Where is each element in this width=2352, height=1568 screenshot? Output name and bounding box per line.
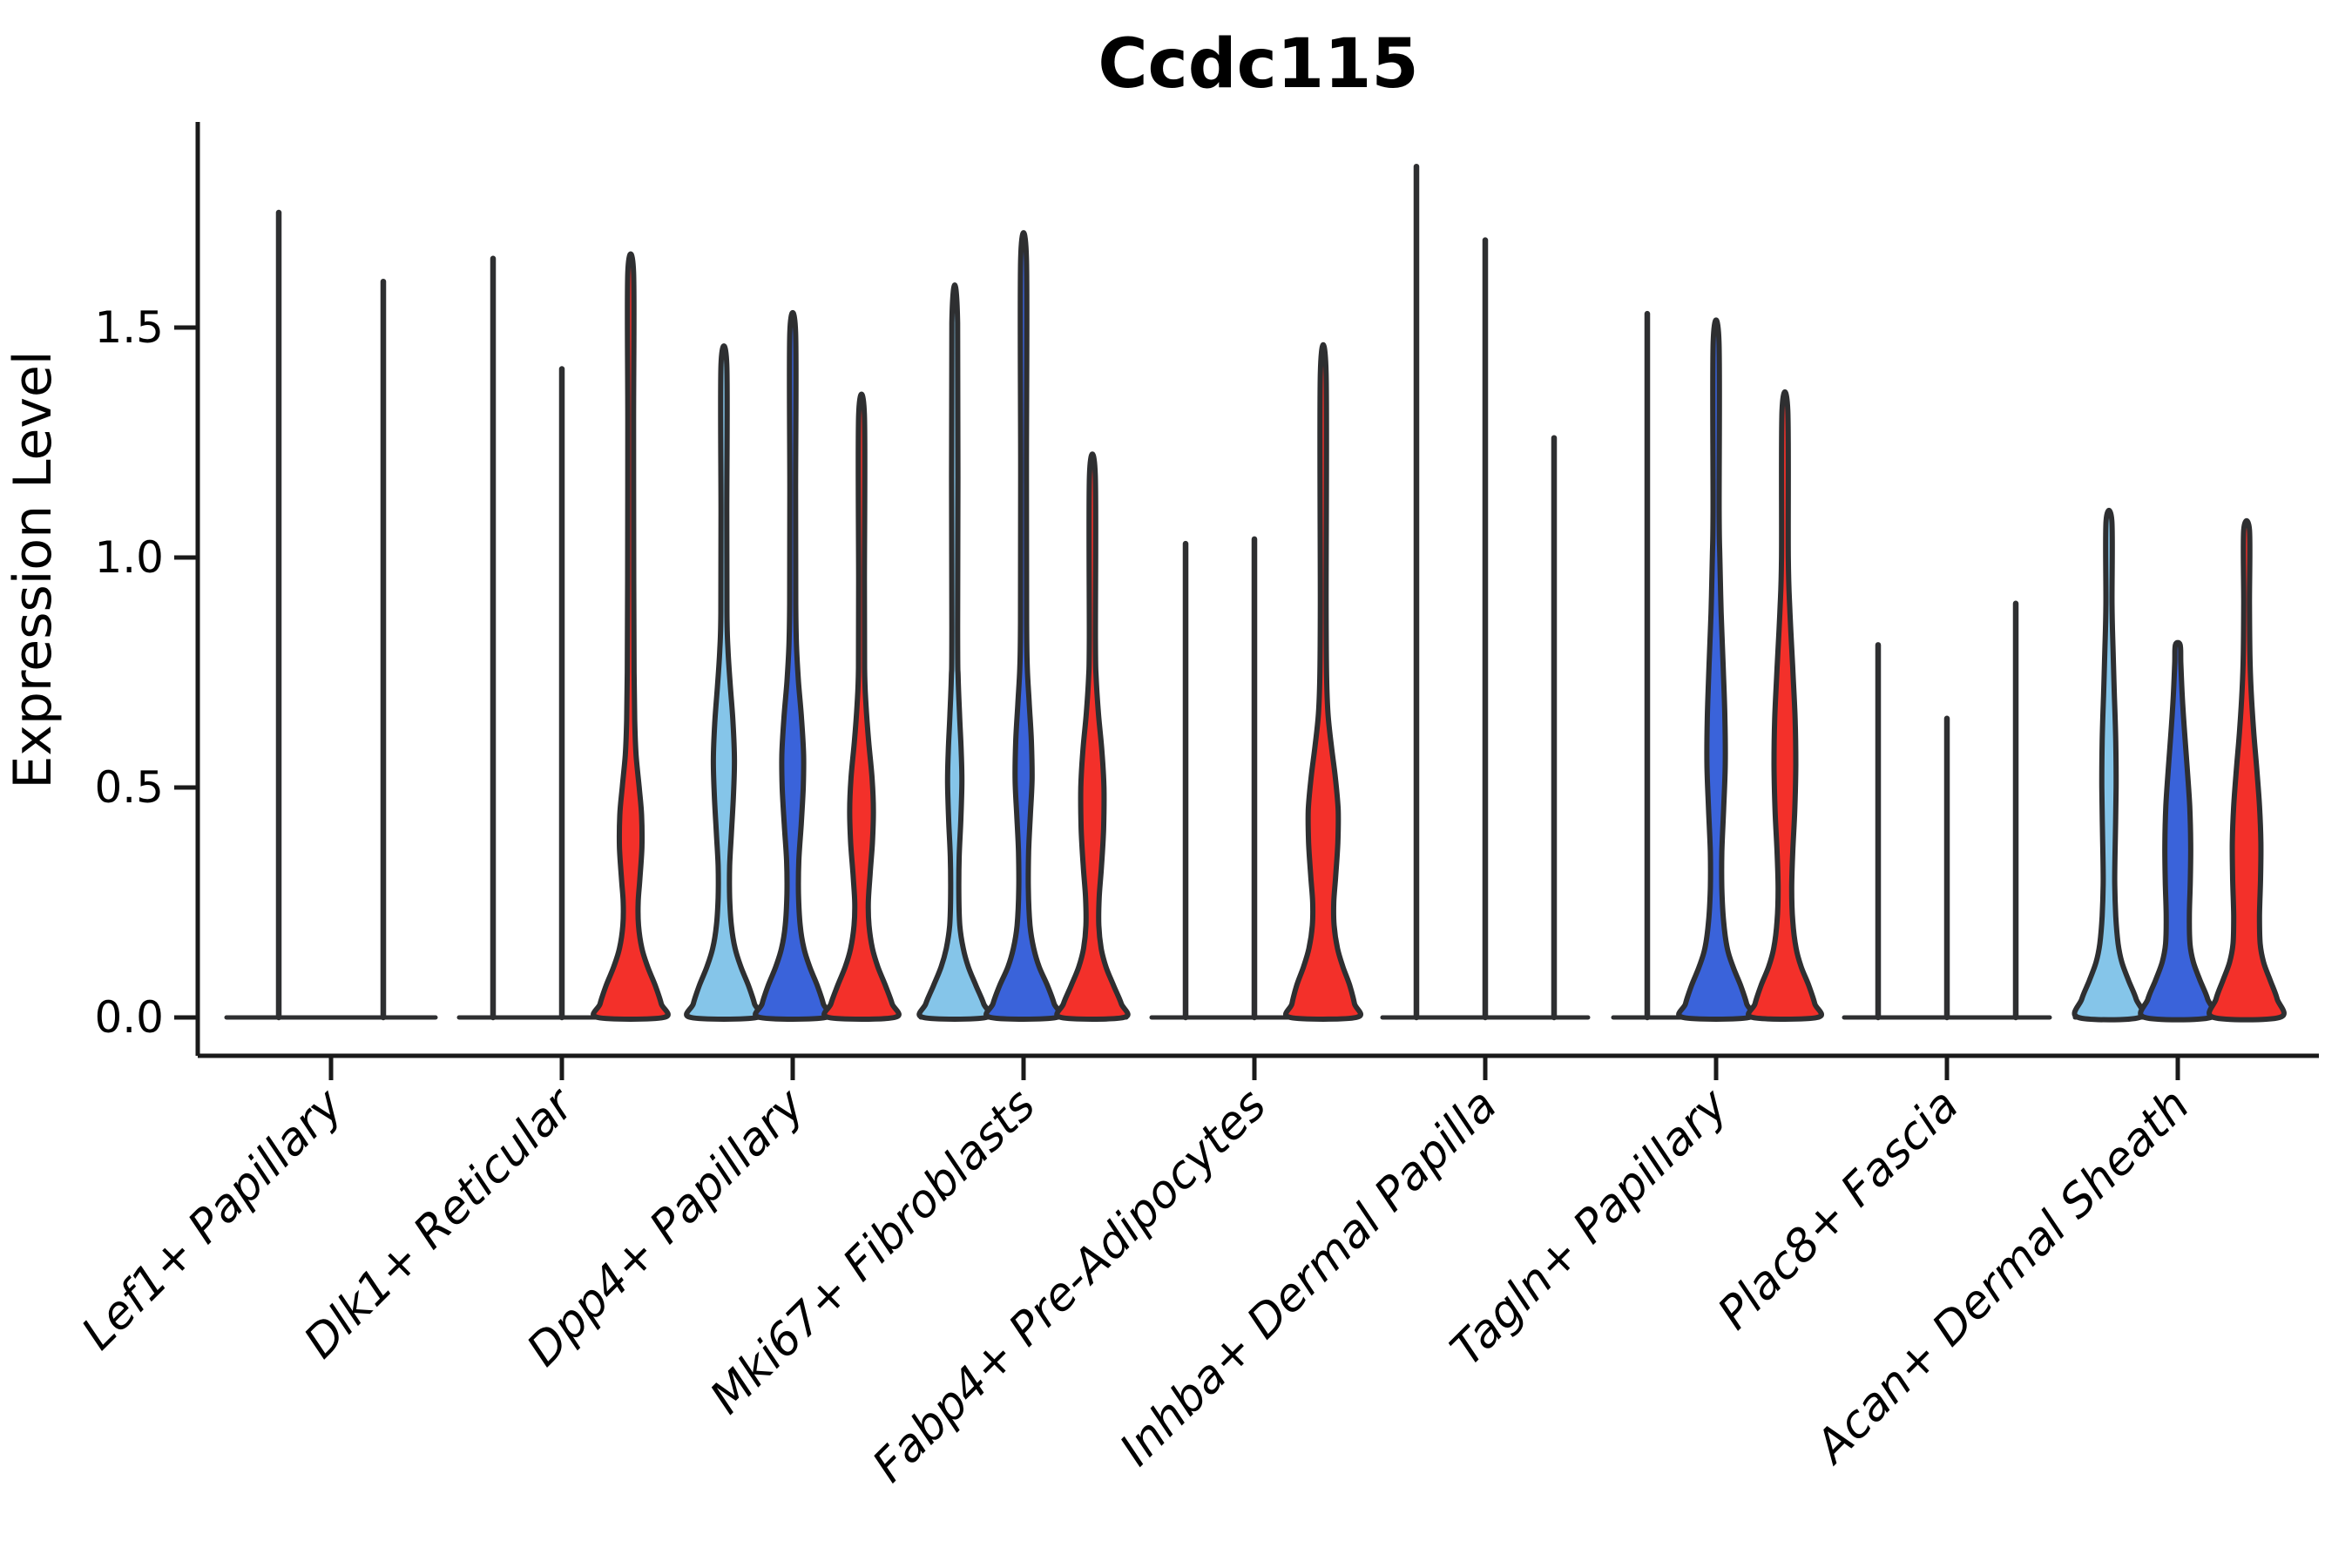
- y-tick-label: 1.5: [94, 302, 164, 353]
- violin-mki67-fibroblasts-red: [1054, 451, 1131, 1022]
- violin-acan-dermal-sheath-blue: [2138, 639, 2218, 1023]
- violin-fabp4-pre-adipocytes-red: [1283, 341, 1363, 1022]
- y-tick-label: 0.5: [94, 762, 164, 813]
- x-tick-label-inhba-dermal-papilla: Inhba+ Dermal Papilla: [1110, 1079, 1507, 1477]
- y-tick-label: 1.0: [94, 532, 164, 583]
- violin-acan-dermal-sheath-red: [2207, 517, 2287, 1023]
- violin-dlk1-reticular-red: [591, 251, 671, 1022]
- x-tick-label-acan-dermal-sheath: Acan+ Dermal Sheath: [1804, 1079, 2200, 1475]
- violin-mki67-fibroblasts-lightblue: [916, 282, 993, 1022]
- y-axis-label: Expression Level: [3, 350, 64, 788]
- y-tick-label: 0.0: [94, 992, 164, 1043]
- violin-mki67-fibroblasts-blue: [983, 230, 1064, 1022]
- x-tick-label-fabp4-pre-adipocytes: Fabp4+ Pre-Adipocytes: [863, 1079, 1277, 1493]
- violin-tagln-papillary-blue: [1676, 317, 1756, 1022]
- violin-tagln-papillary-red: [1746, 389, 1824, 1022]
- violin-dpp4-papillary-red: [821, 391, 902, 1022]
- chart-title: Ccdc115: [1098, 25, 1418, 104]
- x-tick-label-plac8-fascia: Plac8+ Fascia: [1708, 1079, 1969, 1340]
- violin-acan-dermal-sheath-lightblue: [2072, 507, 2146, 1023]
- violin-dpp4-papillary-blue: [753, 310, 833, 1022]
- violin-dpp4-papillary-lightblue: [684, 343, 764, 1022]
